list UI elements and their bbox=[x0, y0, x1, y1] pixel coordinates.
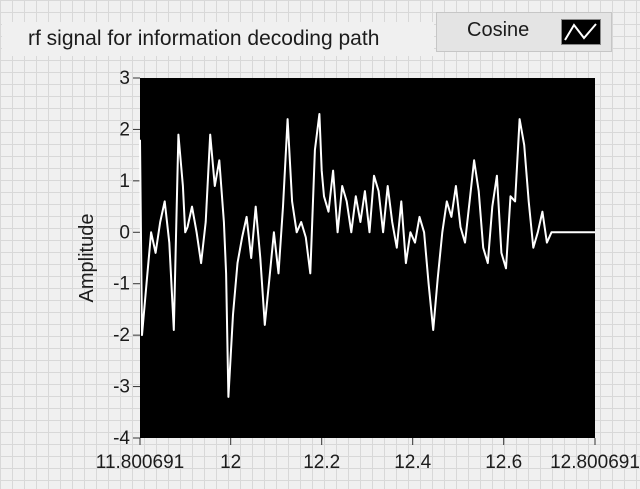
y-tick-label: -4 bbox=[113, 428, 130, 449]
x-tick-label: 11.800691 bbox=[96, 452, 184, 473]
line-style-icon[interactable] bbox=[561, 19, 601, 45]
series-line-cosine bbox=[139, 113, 595, 398]
chart-title: rf signal for information decoding path bbox=[2, 22, 434, 56]
y-tick-label: 0 bbox=[119, 222, 130, 243]
y-tick-label: -2 bbox=[113, 325, 130, 346]
plot-legend[interactable]: Cosine bbox=[436, 12, 612, 52]
y-tick-label: 3 bbox=[119, 68, 130, 89]
x-tick-label: 12 bbox=[220, 452, 241, 473]
y-tick-label: -1 bbox=[113, 274, 130, 295]
y-tick-label: 1 bbox=[119, 171, 130, 192]
x-axis: 11.800691 12 12.2 12.4 12.6 12.800691 bbox=[96, 438, 640, 473]
plot-area bbox=[140, 78, 595, 438]
x-tick-label: 12.2 bbox=[303, 452, 340, 473]
y-axis: -4 -3 -2 -1 0 1 2 3 bbox=[113, 68, 140, 449]
legend-series-label: Cosine bbox=[467, 19, 530, 41]
x-tick-label: 12.4 bbox=[394, 452, 431, 473]
y-tick-label: -3 bbox=[113, 377, 130, 398]
y-axis-title: Amplitude bbox=[76, 214, 98, 303]
y-tick-label: 2 bbox=[119, 119, 130, 140]
x-tick-label: 12.800691 bbox=[550, 452, 640, 473]
x-tick-label: 12.6 bbox=[485, 452, 522, 473]
